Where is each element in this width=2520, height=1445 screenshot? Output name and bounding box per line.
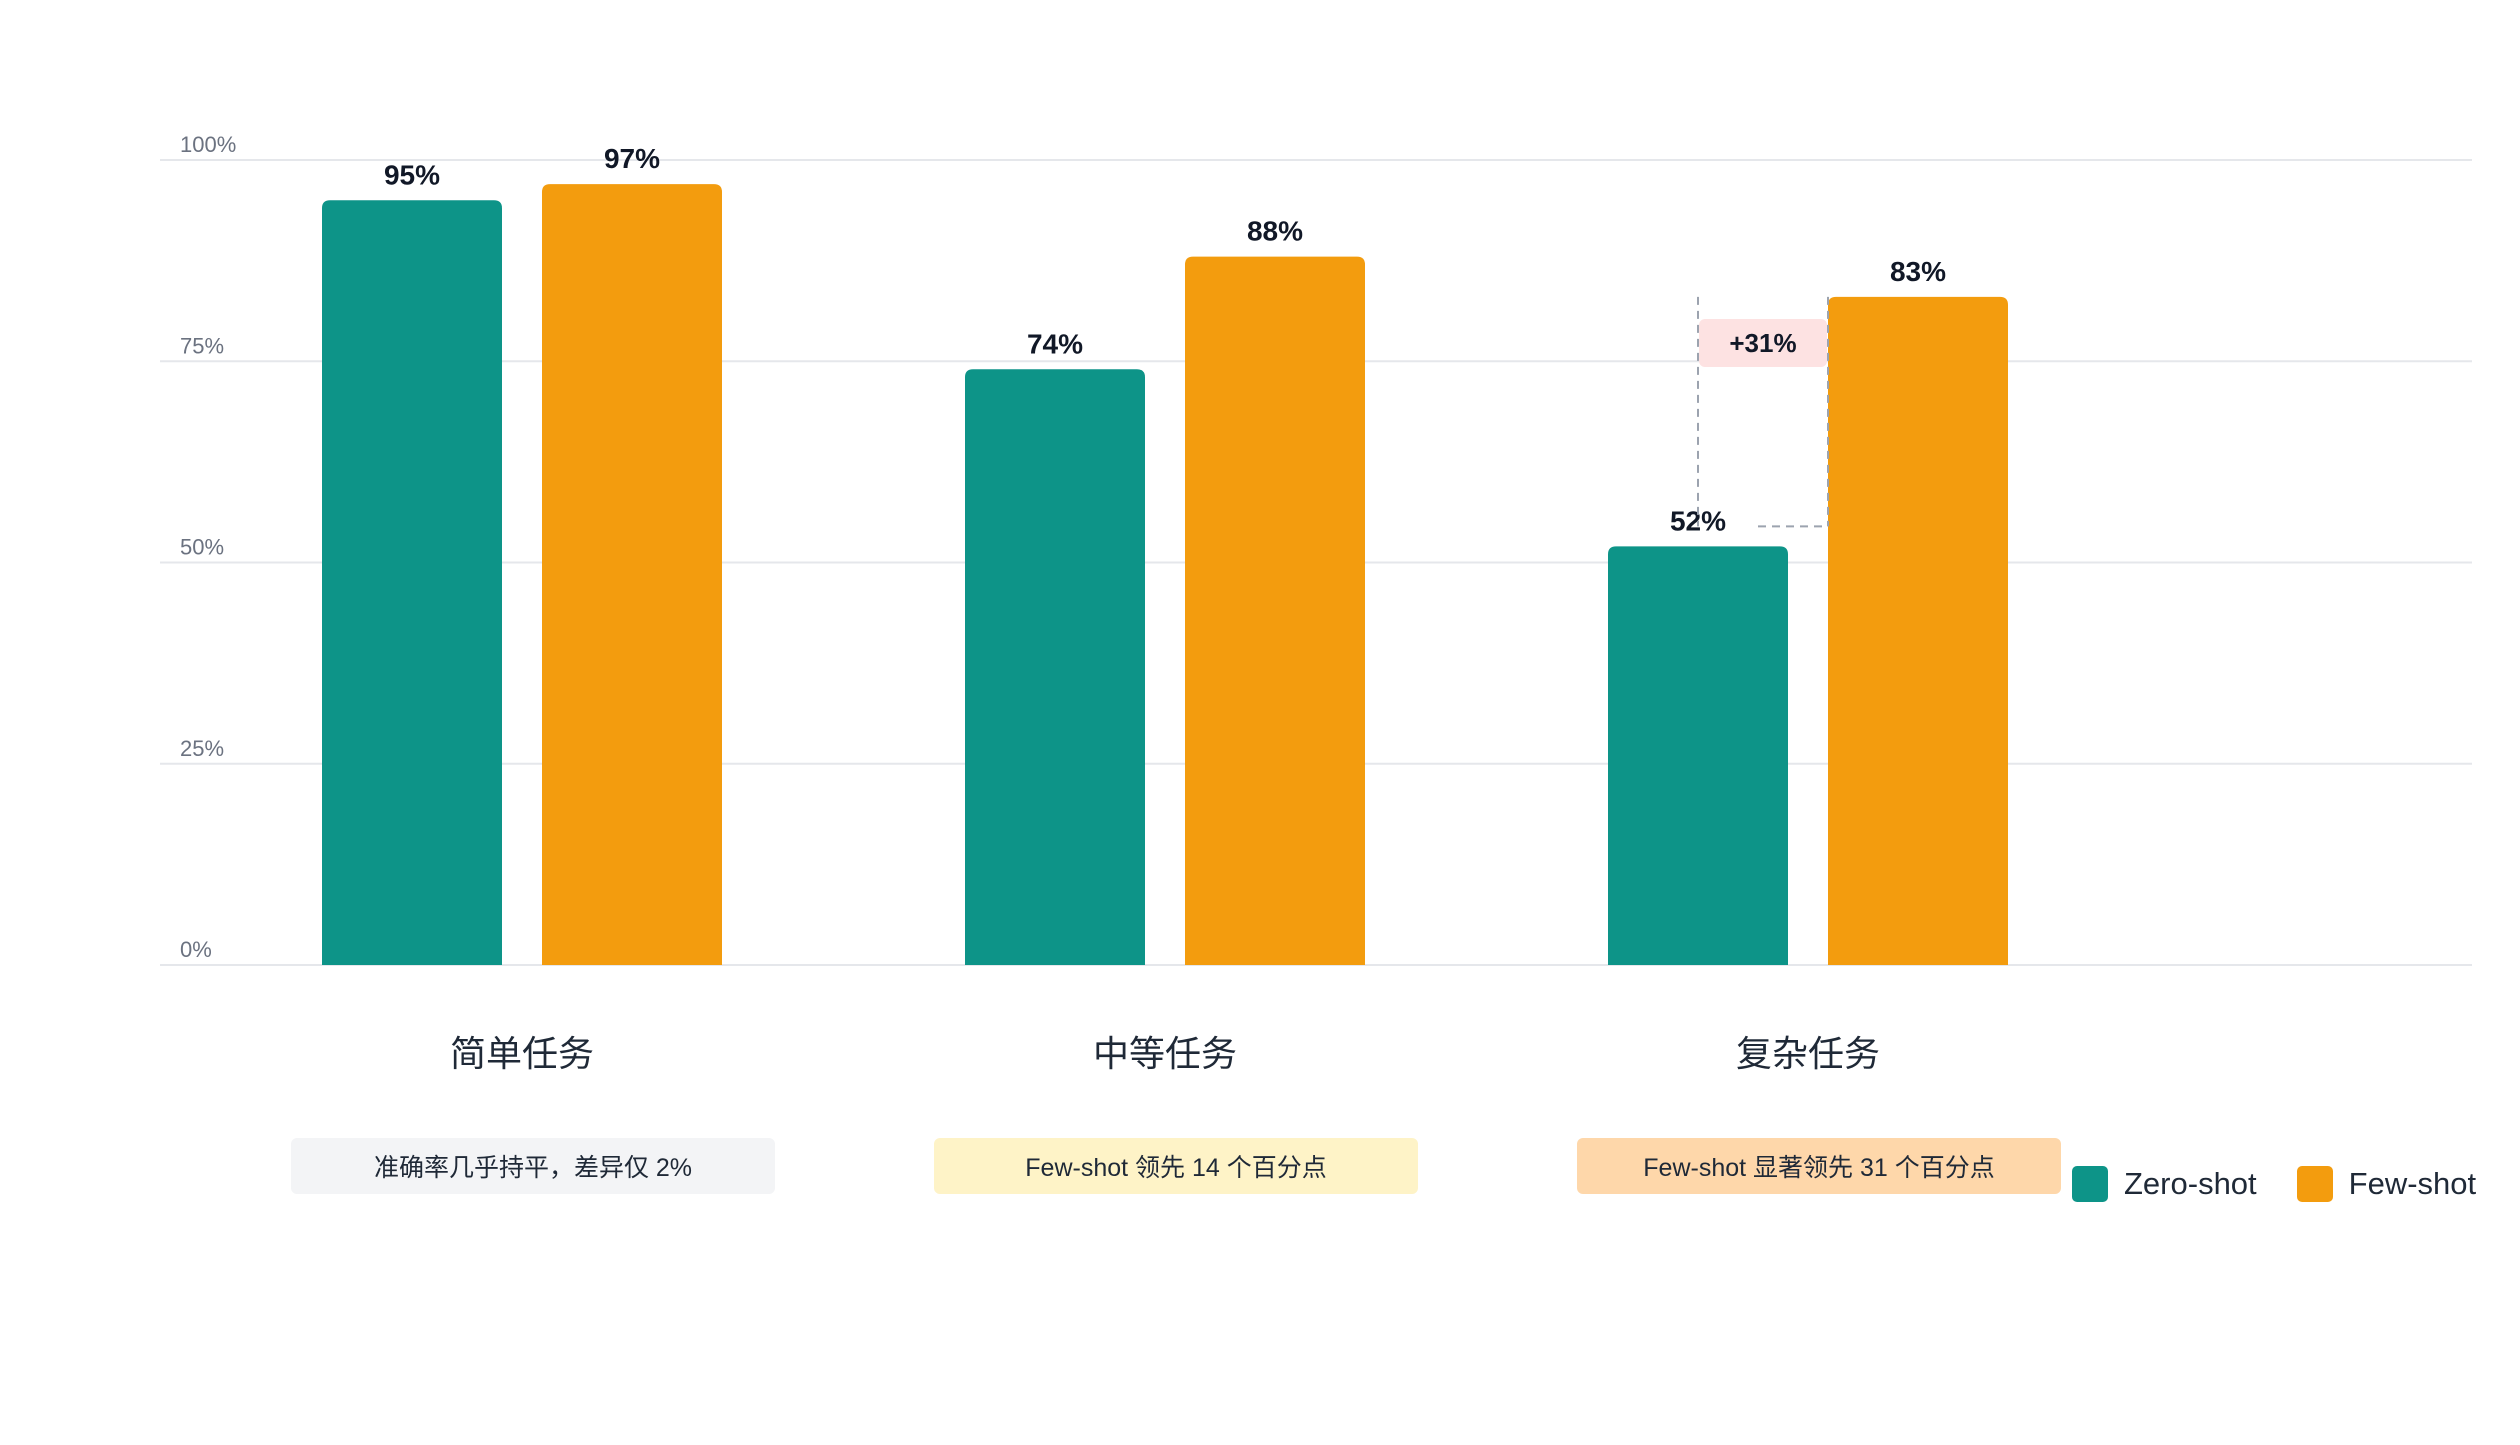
legend-item-zero-shot: Zero-shot	[2072, 1166, 2257, 1202]
y-tick-label-0: 0%	[180, 937, 212, 962]
legend-swatch-zero-shot	[2072, 1166, 2108, 1202]
category-label-0: 简单任务	[450, 1033, 594, 1074]
value-label-few-shot-2: 83%	[1890, 256, 1946, 287]
bar-few-shot-0	[542, 184, 722, 965]
note-medium-task: Few-shot 领先 14 个百分点	[934, 1138, 1418, 1194]
legend-label-few-shot: Few-shot	[2348, 1166, 2477, 1201]
bar-zero-shot-1	[965, 369, 1145, 965]
y-tick-label-50: 50%	[180, 535, 224, 560]
bar-few-shot-2	[1828, 296, 2008, 966]
value-label-zero-shot-1: 74%	[1027, 328, 1083, 359]
annotation-badge	[1699, 319, 1827, 368]
annotation-label: +31%	[1729, 328, 1796, 358]
bar-zero-shot-0	[322, 200, 502, 965]
note-simple-task: 准确率几乎持平，差异仅 2%	[291, 1138, 775, 1194]
note-complex-task: Few-shot 显著领先 31 个百分点	[1577, 1138, 2061, 1194]
category-label-1: 中等任务	[1093, 1033, 1237, 1074]
y-tick-label-100: 100%	[180, 132, 236, 157]
value-label-few-shot-1: 88%	[1247, 216, 1303, 247]
value-label-zero-shot-0: 95%	[384, 159, 440, 190]
bar-few-shot-1	[1185, 256, 1365, 966]
bar-zero-shot-2	[1608, 546, 1788, 965]
category-label-2: 复杂任务	[1736, 1033, 1880, 1074]
legend-swatch-few-shot	[2296, 1166, 2333, 1202]
y-tick-label-75: 75%	[180, 333, 224, 358]
value-label-few-shot-0: 97%	[604, 143, 660, 174]
y-tick-label-25: 25%	[180, 736, 224, 761]
legend-item-few-shot: Few-shot	[2296, 1166, 2477, 1202]
legend: Zero-shot Few-shot	[2072, 1166, 2476, 1202]
legend-label-zero-shot: Zero-shot	[2124, 1166, 2257, 1201]
